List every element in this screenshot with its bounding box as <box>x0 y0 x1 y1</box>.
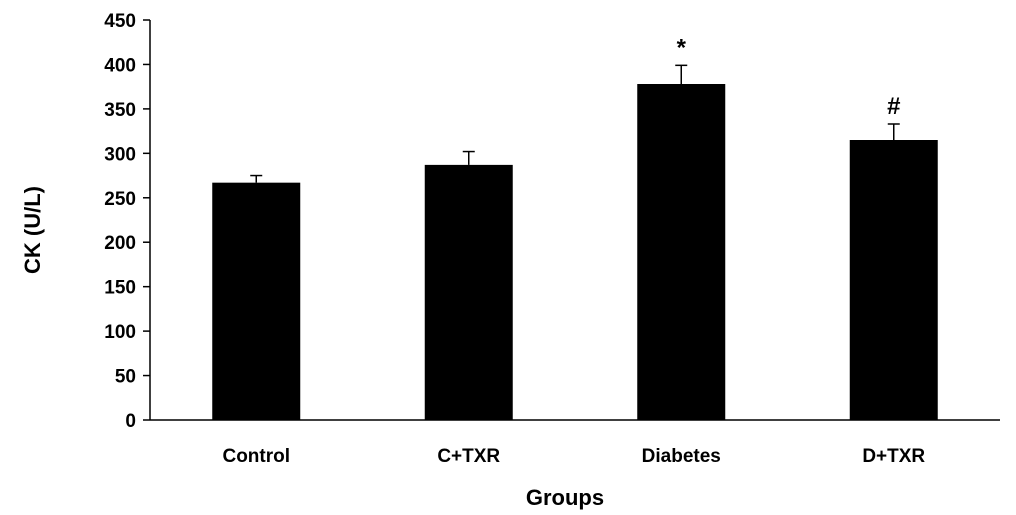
x-axis-labels: Control C+TXR Diabetes D+TXR <box>222 446 925 467</box>
bar-diabetes <box>637 84 726 420</box>
x-category-label: Control <box>222 446 290 467</box>
y-tick-label: 450 <box>104 11 136 32</box>
y-tick-label: 100 <box>104 322 136 343</box>
significance-mark: * <box>677 34 687 61</box>
y-tick-label: 300 <box>104 144 136 165</box>
y-tick-label: 0 <box>125 411 136 432</box>
y-tick-label: 400 <box>104 55 136 76</box>
y-tick-label: 200 <box>104 233 136 254</box>
significance-mark: # <box>887 93 900 120</box>
x-axis-title: Groups <box>526 485 604 510</box>
x-category-label: Diabetes <box>642 446 721 467</box>
y-tick-label: 150 <box>104 278 136 299</box>
y-tick-label: 250 <box>104 189 136 210</box>
bar-d-txr <box>849 140 938 420</box>
y-tick-label: 350 <box>104 100 136 121</box>
y-tick-label: 50 <box>115 367 136 388</box>
x-category-label: D+TXR <box>862 446 925 467</box>
y-axis-ticks: 0 50 100 150 200 250 300 350 400 450 <box>104 11 150 432</box>
y-axis-title: CK (U/L) <box>20 186 45 274</box>
x-category-label: C+TXR <box>437 446 500 467</box>
bar-c-txr <box>424 164 513 420</box>
bar-control <box>212 182 301 420</box>
bars-group: *# <box>212 34 938 420</box>
